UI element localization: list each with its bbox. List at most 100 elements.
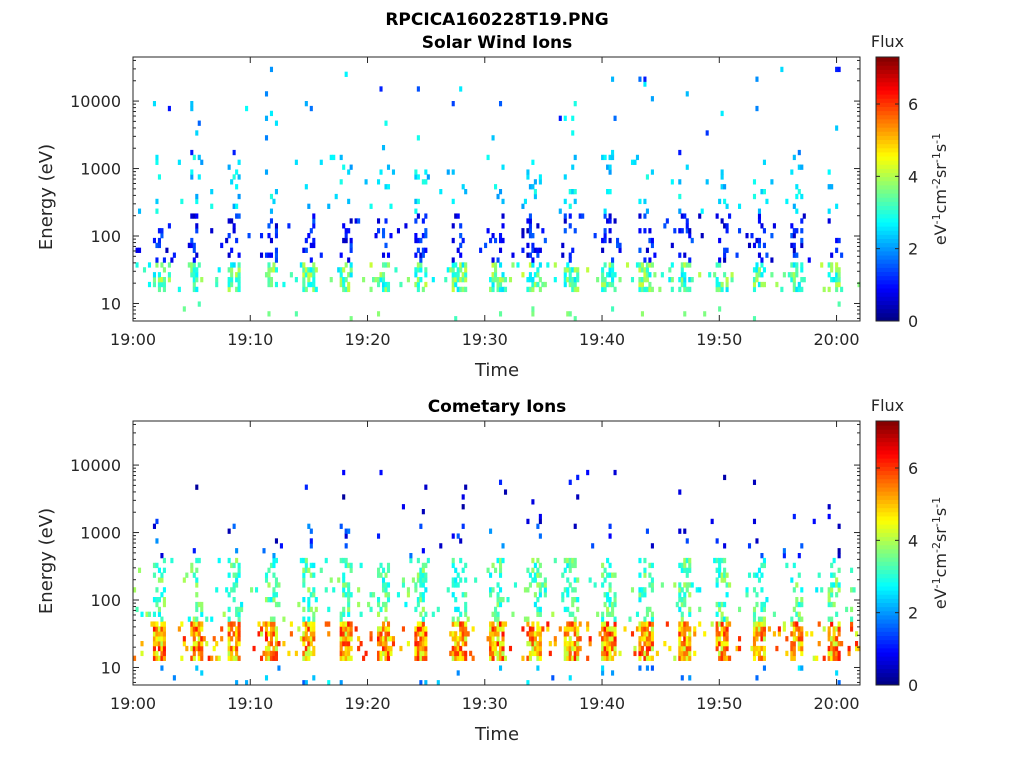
heatmap-cell xyxy=(640,587,644,593)
heatmap-cell xyxy=(755,631,759,637)
heatmap-cell xyxy=(494,631,498,637)
heatmap-cell xyxy=(723,252,727,258)
heatmap-cell xyxy=(347,257,351,263)
heatmap-cell xyxy=(269,616,274,622)
heatmap-cell xyxy=(832,572,836,578)
heatmap-cell xyxy=(227,621,231,627)
heatmap-cell xyxy=(561,597,565,603)
heatmap-cell xyxy=(339,252,343,258)
heatmap-cell xyxy=(630,587,635,593)
heatmap-cell xyxy=(802,213,806,219)
heatmap-cell xyxy=(299,262,303,268)
heatmap-cell xyxy=(611,670,615,676)
heatmap-cell xyxy=(498,311,503,317)
heatmap-cell xyxy=(680,601,684,608)
heatmap-cell xyxy=(391,636,396,642)
heatmap-cell xyxy=(521,233,525,239)
heatmap-cell xyxy=(307,277,311,283)
heatmap-cell xyxy=(232,174,236,180)
heatmap-cell xyxy=(850,616,854,622)
heatmap-cell xyxy=(531,557,535,564)
heatmap-cell xyxy=(648,631,652,637)
heatmap-cell xyxy=(379,631,383,637)
heatmap-cell xyxy=(762,562,766,569)
heatmap-cell xyxy=(424,233,428,239)
heatmap-cell xyxy=(347,562,351,569)
colorbar-title: Flux xyxy=(871,32,904,51)
heatmap-cell xyxy=(650,169,654,175)
colorbar-step xyxy=(876,61,899,66)
heatmap-cell xyxy=(339,641,343,647)
heatmap-cell xyxy=(611,636,615,642)
heatmap-cell xyxy=(698,272,702,278)
heatmap-cell xyxy=(531,286,535,293)
colorbar-step xyxy=(876,197,899,202)
heatmap-cell xyxy=(140,650,144,657)
heatmap-cell xyxy=(140,641,144,647)
heatmap-cell xyxy=(523,587,527,593)
heatmap-cell xyxy=(235,650,239,657)
heatmap-cell xyxy=(720,641,724,647)
heatmap-cell xyxy=(155,587,159,593)
heatmap-cell xyxy=(832,557,836,564)
heatmap-cell xyxy=(678,645,682,652)
heatmap-cell xyxy=(302,247,306,253)
heatmap-cell xyxy=(797,572,801,578)
heatmap-cell xyxy=(235,272,239,278)
heatmap-cell xyxy=(643,228,647,234)
heatmap-cell xyxy=(568,272,572,278)
heatmap-cell xyxy=(347,636,351,642)
heatmap-cell xyxy=(755,277,759,283)
y-tick-label: 100 xyxy=(90,227,121,246)
heatmap-cell xyxy=(342,631,346,637)
heatmap-cell xyxy=(386,626,391,632)
heatmap-cell xyxy=(416,213,420,219)
heatmap-cell xyxy=(157,636,161,642)
heatmap-cell xyxy=(613,597,617,603)
heatmap-cell xyxy=(376,218,381,224)
heatmap-cell xyxy=(491,587,495,593)
heatmap-cell xyxy=(757,218,762,224)
heatmap-cell xyxy=(576,277,580,283)
heatmap-cell xyxy=(566,606,570,613)
heatmap-cell xyxy=(531,499,535,505)
heatmap-cell xyxy=(650,587,654,593)
heatmap-cell xyxy=(613,626,617,632)
heatmap-cell xyxy=(792,262,796,268)
heatmap-cell xyxy=(464,592,468,598)
y-tick-label: 10000 xyxy=(70,92,121,111)
heatmap-cell xyxy=(489,592,493,598)
heatmap-cell xyxy=(344,636,348,642)
heatmap-cell xyxy=(792,228,796,234)
heatmap-cell xyxy=(670,262,674,268)
heatmap-cell xyxy=(419,650,423,657)
heatmap-cell xyxy=(835,655,839,661)
heatmap-cell xyxy=(713,272,717,278)
heatmap-cell xyxy=(160,636,164,642)
heatmap-cell xyxy=(302,262,306,268)
heatmap-cell xyxy=(496,601,500,608)
heatmap-cell xyxy=(147,611,152,617)
x-tick-label: 19:30 xyxy=(462,694,508,713)
heatmap-cell xyxy=(264,597,269,603)
heatmap-cell xyxy=(673,582,677,588)
heatmap-cell xyxy=(715,645,719,652)
heatmap-cell xyxy=(720,611,724,617)
heatmap-cell xyxy=(210,189,214,195)
heatmap-cell xyxy=(309,242,313,249)
heatmap-cell xyxy=(200,621,204,627)
heatmap-cell xyxy=(817,641,821,647)
heatmap-cell xyxy=(302,577,306,583)
heatmap-cell xyxy=(237,281,241,288)
heatmap-cell xyxy=(561,592,565,598)
heatmap-cell xyxy=(603,577,607,583)
heatmap-cell xyxy=(635,611,640,617)
heatmap-cell xyxy=(685,636,689,642)
heatmap-cell xyxy=(342,557,346,564)
heatmap-cell xyxy=(521,655,525,661)
heatmap-cell xyxy=(381,233,386,239)
heatmap-cell xyxy=(307,203,311,209)
heatmap-cell xyxy=(190,105,194,112)
colorbar-units-label: eV-1cm-2sr-1s-1 xyxy=(930,133,951,245)
